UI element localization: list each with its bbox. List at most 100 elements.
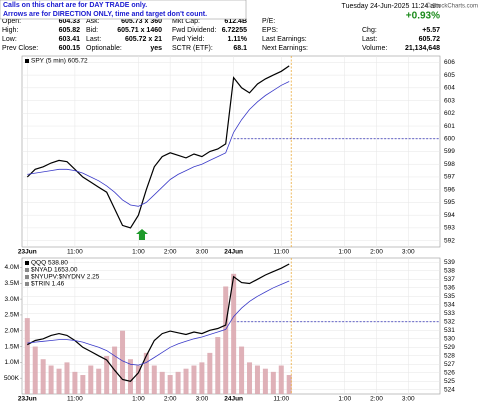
volume-bar	[223, 286, 229, 394]
y-tick-label: 535	[444, 293, 455, 300]
quote-label: Ask:	[86, 18, 100, 25]
volume-bar	[231, 273, 237, 394]
y-tick-label: 536	[444, 284, 455, 291]
y2-tick-label: 3.5M	[5, 280, 19, 287]
x-tick-label: 23Jun	[18, 396, 37, 403]
quote-label: Last:	[362, 36, 377, 43]
quote-label: Volume:	[362, 45, 387, 52]
volume-bar	[183, 368, 189, 394]
volume-bar	[247, 362, 253, 394]
y-tick-label: 529	[444, 344, 455, 351]
y-tick-label: 594	[444, 212, 455, 219]
legend-entry: $TRIN 1.46	[31, 281, 65, 288]
y-tick-label: 527	[444, 361, 455, 368]
volume-bar	[175, 371, 181, 394]
y-tick-label: 606	[444, 59, 455, 66]
quote-label: Fwd Dividend:	[172, 27, 216, 34]
x-tick-label: 1:00	[132, 396, 145, 403]
x-tick-label: 1:00	[338, 249, 351, 256]
volume-bar	[72, 371, 78, 394]
quote-value: 6.72255	[222, 27, 247, 34]
y-tick-label: 532	[444, 318, 455, 325]
quote-value: 605.82	[59, 27, 81, 34]
volume-bar	[135, 365, 141, 394]
legend-swatch	[25, 268, 29, 272]
quote-label: Open:	[2, 18, 21, 25]
copyright: © StockCharts.com	[426, 3, 478, 10]
volume-bar	[254, 365, 260, 394]
quote-value: 605.71 x 1460	[117, 27, 162, 34]
volume-bar	[239, 346, 245, 394]
volume-bar	[167, 375, 173, 394]
direction-arrow	[136, 229, 148, 240]
volume-bar	[48, 365, 54, 394]
x-tick-label: 2:00	[164, 396, 177, 403]
volume-bar	[159, 371, 165, 394]
quote-label: High:	[2, 27, 18, 34]
x-tick-label: 24Jun	[224, 396, 243, 403]
y2-tick-label: 500K	[4, 375, 20, 382]
quote-label: EPS:	[262, 27, 278, 34]
x-tick-label: 1:00	[132, 249, 145, 256]
x-tick-label: 3:00	[196, 249, 209, 256]
y-tick-label: 525	[444, 378, 455, 385]
legend-entry: QQQ 538.80	[31, 260, 68, 267]
y-tick-label: 595	[444, 199, 455, 206]
y-tick-label: 537	[444, 276, 455, 283]
y2-tick-label: 2.0M	[5, 327, 19, 334]
quote-label: Optionable:	[86, 45, 122, 52]
y-tick-label: 592	[444, 237, 455, 244]
quote-label: Last Earnings:	[262, 36, 307, 43]
quote-value: +5.57	[422, 27, 440, 34]
y-tick-label: 601	[444, 123, 455, 130]
y-tick-label: 533	[444, 310, 455, 317]
legend-entry: $NYUPV:$NYDNV 2.25	[31, 274, 100, 281]
volume-bar	[286, 375, 292, 394]
legend-swatch	[25, 275, 29, 279]
change-pct: +0.93%	[406, 11, 440, 22]
x-tick-label: 3:00	[402, 396, 415, 403]
y2-tick-label: 2.5M	[5, 312, 19, 319]
legend-swatch	[25, 282, 29, 286]
volume-bar	[104, 356, 110, 394]
y-tick-label: 604	[444, 85, 455, 92]
legend-swatch	[25, 261, 29, 265]
quote-label: SCTR (ETF):	[172, 45, 213, 52]
y-tick-label: 598	[444, 161, 455, 168]
volume-bar	[278, 365, 284, 394]
notice-line: Arrows are for DIRECTION ONLY, time and …	[3, 11, 207, 18]
price-line	[27, 81, 290, 207]
volume-bar	[262, 368, 268, 394]
datetime: Tuesday 24-Jun-2025 11:24 am	[342, 3, 441, 10]
quote-value: 605.72 x 21	[125, 36, 162, 43]
quote-label: Last:	[86, 36, 101, 43]
volume-bar	[88, 365, 94, 394]
volume-bar	[207, 352, 213, 394]
volume-bar	[127, 359, 133, 394]
y2-tick-label: 4.0M	[5, 264, 19, 271]
x-tick-label: 11:00	[67, 396, 83, 403]
volume-bar	[80, 375, 86, 394]
quote-value: 604.33	[59, 18, 81, 25]
legend-entry: $NYAD 1653.00	[31, 267, 78, 274]
quote-value: yes	[150, 45, 162, 52]
quote-value: 603.41	[59, 36, 81, 43]
notice-line: Calls on this chart are for DAY TRADE on…	[3, 2, 147, 9]
quote-label: Low:	[2, 36, 17, 43]
y-tick-label: 605	[444, 72, 455, 79]
y2-tick-label: 1.5M	[5, 343, 19, 350]
quote-label: Mkt Cap:	[172, 18, 200, 25]
y-tick-label: 524	[444, 386, 455, 393]
x-tick-label: 11:00	[67, 249, 83, 256]
quote-label: Next Earnings:	[262, 45, 308, 52]
y-tick-label: 531	[444, 327, 455, 334]
y-tick-label: 538	[444, 267, 455, 274]
x-tick-label: 3:00	[196, 396, 209, 403]
y-tick-label: 526	[444, 369, 455, 376]
x-tick-label: 3:00	[402, 249, 415, 256]
notice-box	[0, 0, 247, 20]
price-line	[27, 280, 290, 366]
volume-bar	[56, 368, 62, 394]
y-tick-label: 530	[444, 335, 455, 342]
